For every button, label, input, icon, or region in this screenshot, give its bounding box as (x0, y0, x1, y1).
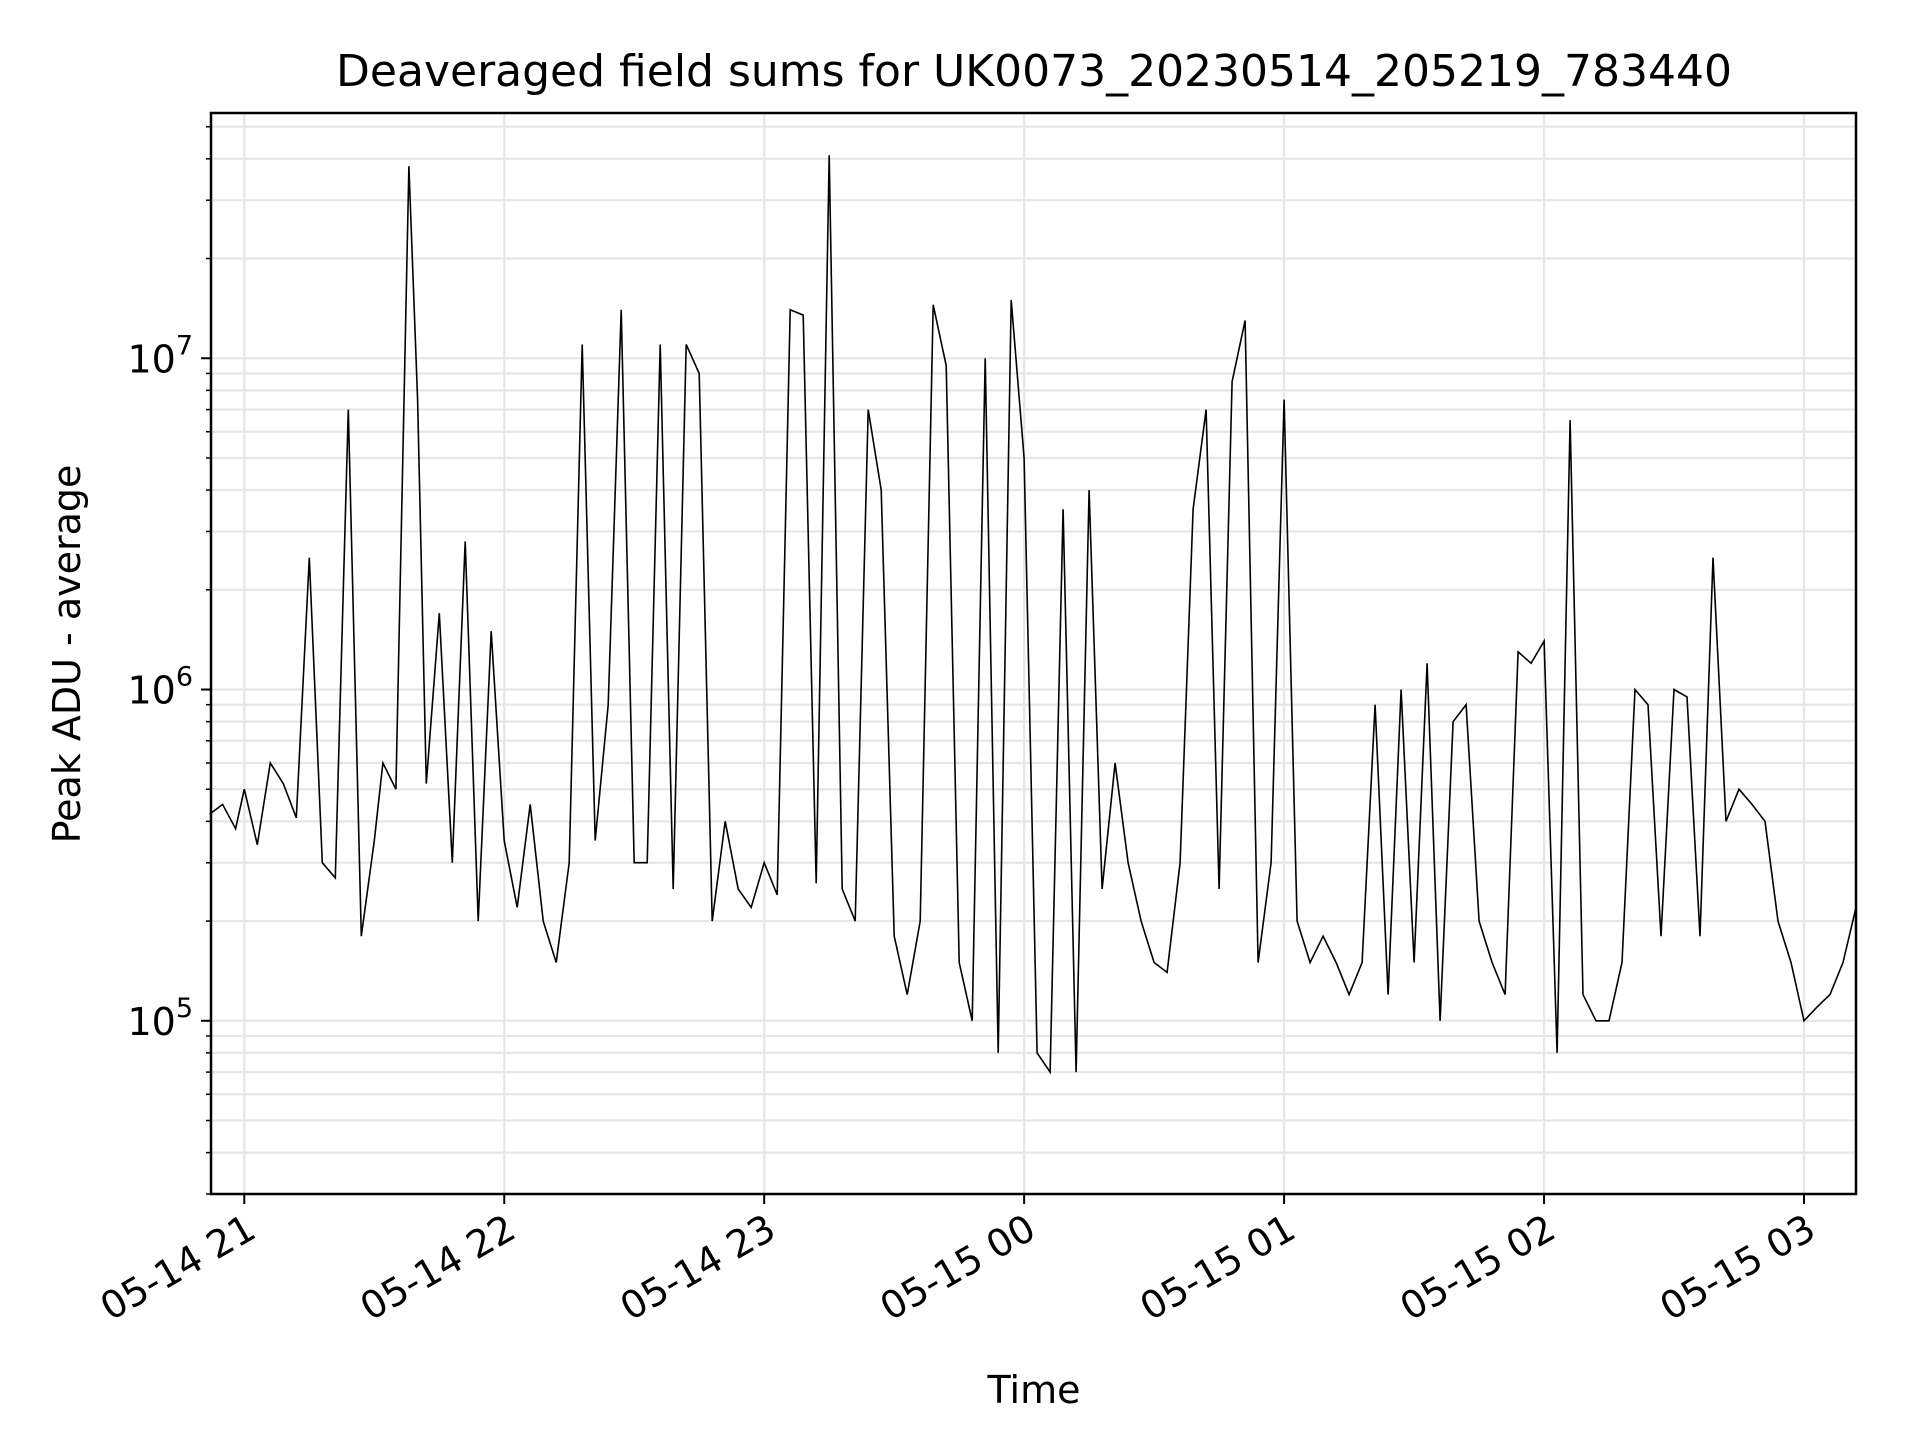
y-tick-label-base: 10 (127, 1000, 175, 1044)
plot-area (209, 155, 1857, 1075)
series-line (209, 155, 1857, 1075)
y-tick-label-base: 10 (127, 669, 175, 713)
x-tick-label: 05-15 02 (1393, 1206, 1563, 1330)
x-tick-label: 05-15 01 (1133, 1206, 1303, 1330)
y-tick-label: 105 (127, 993, 193, 1044)
x-tick-label: 05-14 21 (93, 1206, 263, 1330)
y-tick-label-base: 10 (127, 337, 175, 381)
y-tick-label-exponent: 5 (176, 993, 193, 1024)
y-axis-title: Peak ADU - average (45, 465, 89, 844)
x-axis: 05-14 21 05-14 22 05-14 23 05-15 00 05-15 01… (93, 1194, 1823, 1329)
chart-title: Deaveraged field sums for UK0073_2023051… (336, 46, 1732, 97)
x-axis-title: Time (987, 1368, 1081, 1412)
x-tick-label: 05-14 22 (353, 1206, 523, 1330)
y-tick-label: 107 (127, 330, 193, 381)
y-tick-label-exponent: 6 (176, 662, 193, 693)
plot-frame (209, 111, 1858, 1196)
y-tick-label: 106 (127, 662, 193, 713)
grid (211, 113, 1856, 1196)
x-tick-label: 05-15 00 (873, 1206, 1043, 1330)
y-tick-label-exponent: 7 (176, 330, 193, 361)
x-tick-label: 05-15 03 (1653, 1206, 1823, 1330)
x-tick-label: 05-14 23 (613, 1206, 783, 1330)
